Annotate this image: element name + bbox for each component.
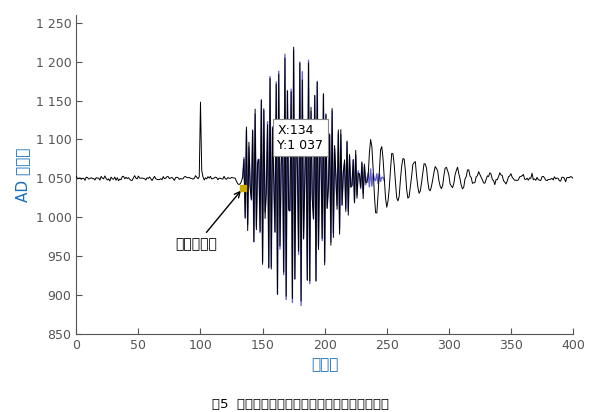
Text: 图5  带噪声的超声波信号与参考波形的匹配结果: 图5 带噪声的超声波信号与参考波形的匹配结果 xyxy=(212,398,389,411)
Text: X:134
Y:1 037: X:134 Y:1 037 xyxy=(277,124,323,152)
X-axis label: 采样点: 采样点 xyxy=(311,357,338,372)
Y-axis label: AD 采样值: AD 采样值 xyxy=(15,147,30,201)
Text: 参考点位置: 参考点位置 xyxy=(176,192,240,251)
